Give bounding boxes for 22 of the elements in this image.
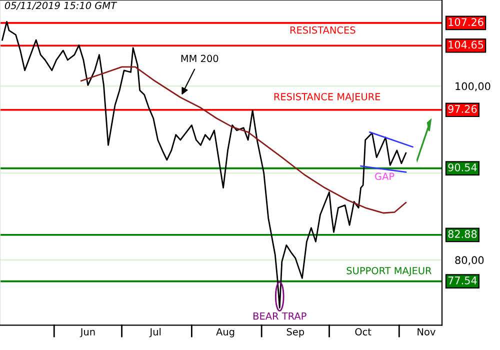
x-tick-label: Jul: [149, 328, 161, 338]
ref-line-label: 107.26: [448, 18, 484, 26]
annotation: RESISTANCE MAJEURE: [274, 93, 380, 102]
x-tick-label: Jun: [80, 328, 95, 338]
ref-line-label: 82.88: [448, 230, 477, 238]
ref-line-label: 104.65: [448, 40, 484, 49]
x-tick-label: Nov: [418, 328, 436, 336]
line-series: [80, 66, 407, 214]
annotation: RESISTANCES: [290, 26, 356, 34]
annotation: SUPPORT MAJEUR: [346, 266, 432, 276]
ref-line-label: 97.26: [448, 105, 477, 113]
ref-line-label: 90.54: [448, 163, 477, 172]
annotation: BEAR TRAP: [254, 312, 306, 320]
annotation: MM 200: [181, 54, 218, 62]
x-tick-label: Sep: [286, 328, 304, 338]
x-tick-label: Oct: [355, 328, 372, 336]
x-tick-label: Aug: [216, 328, 234, 338]
ref-line-label: 77.54: [448, 276, 477, 284]
annotation: 05/11/2019 15:10 GMT: [4, 2, 118, 10]
y-tick-label: 80,00: [455, 256, 484, 266]
y-tick-label: 100,00: [456, 82, 490, 92]
annotation: GAP: [375, 172, 394, 180]
